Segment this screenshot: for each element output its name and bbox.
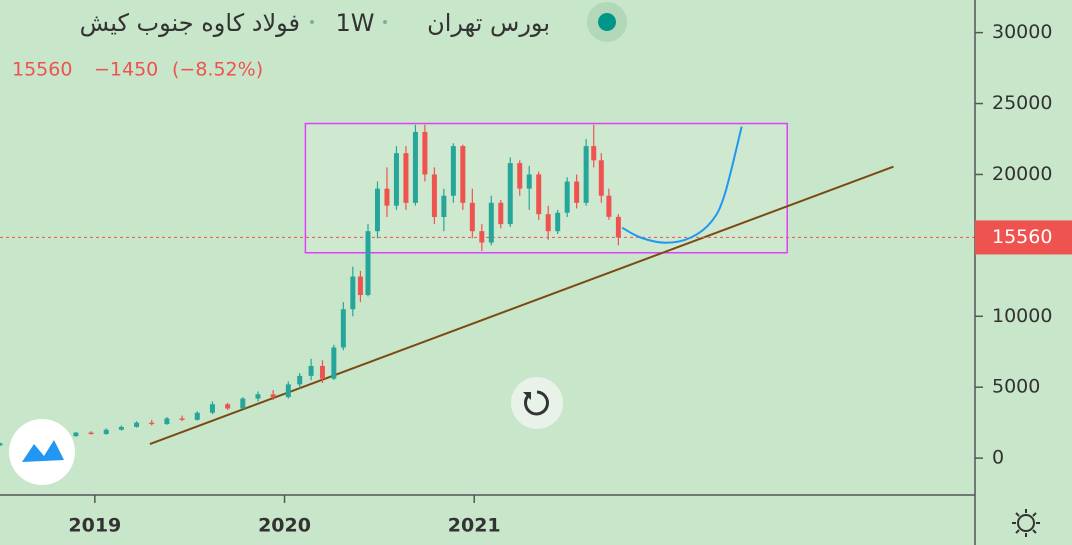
change: −1450 (94, 59, 158, 81)
candle-body (270, 394, 276, 398)
candle-body (285, 384, 291, 398)
reset-icon[interactable] (524, 390, 549, 416)
plot-area (0, 122, 975, 447)
y-tick-label: 10000 (992, 305, 1052, 327)
candle-body (365, 231, 371, 296)
candle-body (374, 188, 380, 232)
candle-body (319, 365, 325, 379)
settings-button[interactable] (1012, 509, 1040, 537)
exchange: بورس تهران (427, 9, 550, 37)
candle-body (469, 202, 475, 232)
candle-body (384, 188, 390, 206)
candle-body (460, 146, 466, 203)
candle-body (615, 216, 621, 238)
candle-body (403, 153, 409, 203)
y-tick-label: 0 (992, 447, 1004, 469)
y-tick-label: 25000 (992, 92, 1052, 114)
candle-body (441, 195, 447, 218)
x-tick-label: 2019 (68, 515, 121, 537)
separator (310, 20, 314, 24)
candle-body (240, 398, 246, 409)
candle-body (255, 394, 261, 399)
candle-body (536, 174, 542, 215)
x-tick-label: 2021 (448, 515, 501, 537)
interval: 1W (336, 9, 375, 37)
candle-body (149, 422, 155, 425)
candle-body (564, 181, 570, 213)
candle-body (209, 404, 215, 413)
y-tick-label: 30000 (992, 21, 1052, 43)
candle-body (479, 231, 485, 243)
candle-body (0, 443, 3, 446)
candle-body (507, 163, 513, 225)
reset-arrow[interactable] (523, 392, 531, 400)
candle-body (308, 365, 314, 376)
candle-body (297, 375, 303, 385)
candle-body (574, 181, 580, 203)
separator (383, 20, 387, 24)
change-percent: (−8.52%) (172, 59, 263, 81)
candle-body (422, 131, 428, 175)
status-dot (598, 13, 616, 31)
x-tick-label: 2020 (258, 515, 311, 537)
reset-button[interactable] (511, 377, 563, 429)
candle-body (488, 202, 494, 243)
logo-circle[interactable] (9, 419, 75, 485)
projection-curve (621, 126, 743, 244)
candle-body (526, 174, 532, 189)
candle-body (225, 404, 231, 409)
candle-body (545, 214, 551, 232)
y-tick-label: 20000 (992, 163, 1052, 185)
candle-body (350, 276, 356, 310)
logo-button[interactable] (9, 419, 75, 485)
last-price-axis-label: 15560 (992, 226, 1052, 248)
candle-body (118, 426, 124, 430)
candle-body (103, 429, 109, 435)
candle-body (498, 202, 504, 225)
candle-body (450, 146, 456, 196)
candle-body (412, 131, 418, 203)
candle-body (598, 160, 604, 196)
last-price: 15560 (12, 59, 72, 81)
candle-body (340, 309, 346, 348)
reset-circle[interactable] (511, 377, 563, 429)
candle-body (583, 146, 589, 203)
candle-body (88, 432, 94, 435)
candle-body (517, 163, 523, 189)
candle-body (134, 422, 140, 427)
candle-body (606, 195, 612, 217)
candle-body (194, 412, 200, 420)
y-tick-label: 5000 (992, 376, 1040, 398)
last-price-badge (975, 220, 1072, 255)
candle-body (331, 347, 337, 379)
candle-body (357, 276, 363, 296)
candle-body (555, 212, 561, 232)
gear-icon[interactable] (1017, 514, 1035, 532)
candle-body (73, 432, 79, 437)
gear-teeth[interactable] (1012, 509, 1040, 537)
symbol: فولاد کاوه جنوب کیش (80, 9, 300, 37)
logo-icon[interactable] (22, 440, 64, 462)
candle-body (431, 174, 437, 218)
candle-body (591, 146, 597, 161)
trend-line (149, 165, 894, 446)
candle-body (164, 418, 170, 425)
candle-body (393, 153, 399, 206)
candle-body (179, 418, 185, 420)
range-box (304, 122, 788, 254)
